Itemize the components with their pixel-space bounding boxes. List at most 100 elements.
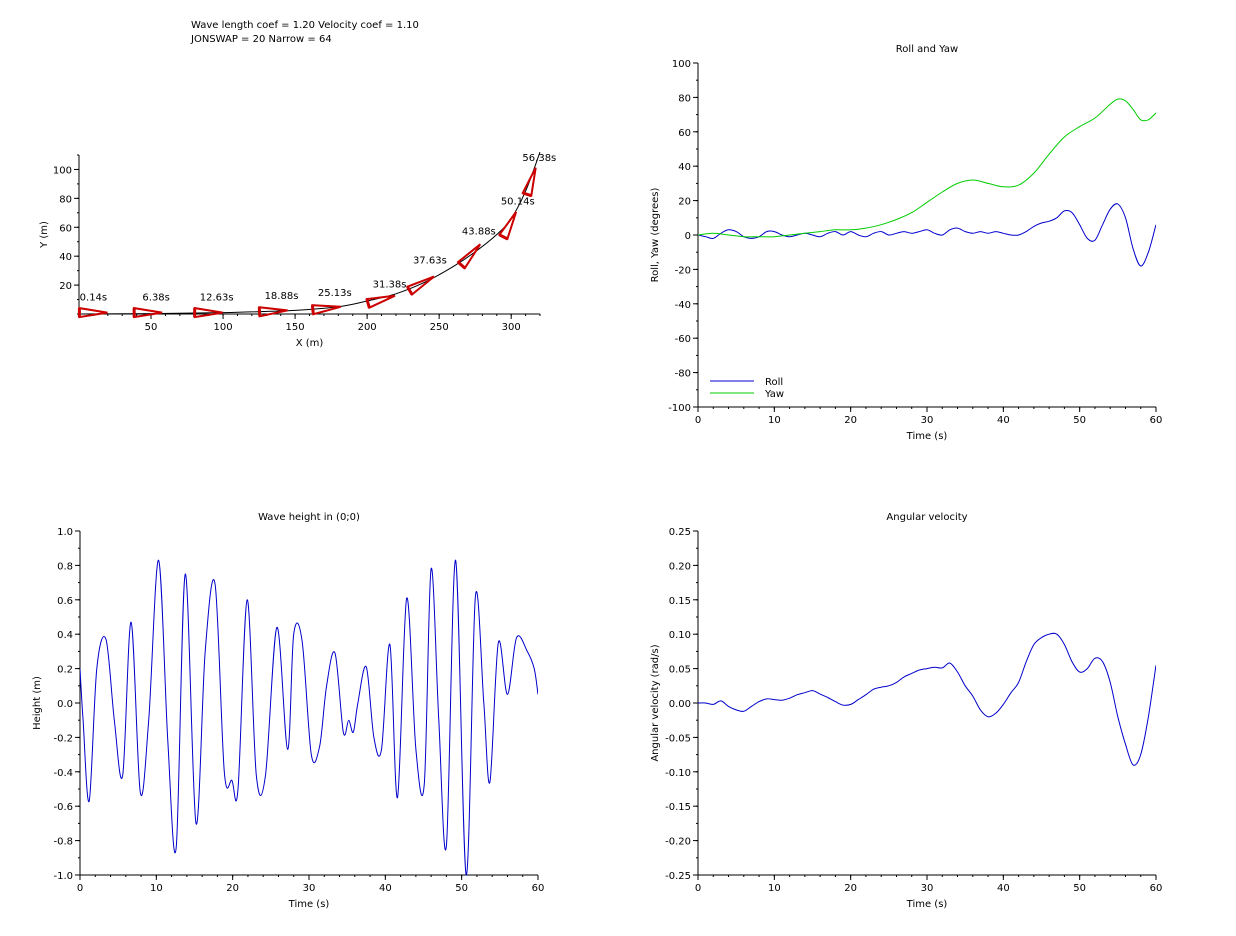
wave-height-y-tick-label: -0.8 <box>53 837 73 848</box>
figure-subtitle-line2: JONSWAP = 20 Narrow = 64 <box>191 34 332 45</box>
angular-velocity-title: Angular velocity <box>886 512 967 523</box>
wave-height-y-tick-label: 1.0 <box>57 527 73 538</box>
trajectory-x-tick-label: 200 <box>358 322 377 333</box>
angular-velocity-y-tick-label: 0.15 <box>669 596 691 607</box>
boat-stern <box>457 261 466 270</box>
roll-yaw-y-tick-label: -100 <box>668 403 691 414</box>
roll-yaw-y-tick-label: -80 <box>675 369 691 380</box>
wave-height-title: Wave height in (0;0) <box>258 512 360 523</box>
wave-height-series-line-line <box>80 559 538 876</box>
boat-marker <box>133 306 163 319</box>
boat-marker <box>521 167 537 198</box>
trajectory-y-tick-label: 20 <box>59 281 72 292</box>
angular-velocity-y-tick-label: 0.05 <box>669 665 691 676</box>
boat-time-label: 50.14s <box>501 196 535 207</box>
trajectory-x-tick-label: 250 <box>430 322 449 333</box>
boat-marker <box>365 294 396 310</box>
roll-yaw-y-tick-label: -40 <box>675 300 691 311</box>
wave-height-x-tick-label: 30 <box>303 883 316 894</box>
roll-yaw-series-yaw-line <box>698 98 1156 238</box>
wave-height-x-tick-label: 20 <box>226 883 239 894</box>
wave-height-y-tick-label: 0.4 <box>57 630 73 641</box>
roll-yaw-x-tick-label: 20 <box>844 415 857 426</box>
angular-velocity-y-tick-label: -0.15 <box>665 802 691 813</box>
angular-velocity-x-tick-label: 30 <box>921 883 934 894</box>
roll-yaw-y-tick-label: 100 <box>672 59 691 70</box>
wave-height-x-tick-label: 10 <box>150 883 163 894</box>
trajectory-x-tick-label: 150 <box>286 322 305 333</box>
roll-yaw-x-tick-label: 30 <box>921 415 934 426</box>
angular-velocity-y-tick-label: 0.00 <box>669 699 691 710</box>
boat-time-label: 6.38s <box>142 293 169 304</box>
wave-height-y-label: Height (m) <box>32 676 43 730</box>
angular-velocity-x-tick-label: 60 <box>1150 883 1163 894</box>
angular-velocity-x-tick-label: 10 <box>768 883 781 894</box>
roll-yaw-x-tick-label: 50 <box>1073 415 1086 426</box>
figure-subtitle-line1: Wave length coef = 1.20 Velocity coef = … <box>191 20 419 31</box>
trajectory-y-tick-label: 40 <box>59 252 72 263</box>
angular-velocity-y-tick-label: -0.20 <box>665 837 691 848</box>
boat-stern <box>310 305 315 315</box>
boat-stern <box>365 298 371 309</box>
boat-time-label: 0.14s <box>80 293 107 304</box>
wave-height-y-tick-label: 0.8 <box>57 561 73 572</box>
angular-velocity-series-line-line <box>698 632 1156 766</box>
wave-height-x-tick-label: 60 <box>532 883 545 894</box>
roll-yaw-y-tick-label: 80 <box>678 93 691 104</box>
boat-time-label: 25.13s <box>318 288 352 299</box>
trajectory-y-tick-label: 80 <box>59 194 72 205</box>
roll-yaw-y-tick-label: 40 <box>678 162 691 173</box>
angular-velocity-y-tick-label: -0.05 <box>665 733 691 744</box>
wave-height-y-tick-label: 0.0 <box>57 699 73 710</box>
angular-velocity-y-label: Angular velocity (rad/s) <box>650 644 661 761</box>
angular-velocity-y-tick-label: 0.10 <box>669 630 691 641</box>
boat-time-label: 43.88s <box>462 227 496 238</box>
roll-yaw-legend-label: Yaw <box>764 389 784 400</box>
wave-height-y-tick-label: -0.4 <box>53 768 73 779</box>
angular-velocity-y-tick-label: 0.20 <box>669 561 691 572</box>
wave-height-x-label: Time (s) <box>288 899 330 910</box>
angular-velocity-x-tick-label: 0 <box>695 883 701 894</box>
trajectory-x-tick-label: 50 <box>145 322 158 333</box>
angular-velocity-y-tick-label: -0.10 <box>665 768 691 779</box>
wave-height-x-tick-label: 40 <box>379 883 392 894</box>
roll-yaw-series-roll-line <box>698 203 1156 267</box>
trajectory-y-tick-label: 100 <box>53 165 72 176</box>
boat-time-label: 18.88s <box>265 291 299 302</box>
roll-yaw-y-tick-label: -20 <box>675 265 691 276</box>
trajectory-x-tick-label: 300 <box>502 322 521 333</box>
boat-time-label: 37.63s <box>413 256 447 267</box>
roll-yaw-y-label: Roll, Yaw (degrees) <box>650 188 661 283</box>
boat-stern <box>498 233 509 241</box>
wave-height-y-tick-label: -0.6 <box>53 802 73 813</box>
angular-velocity-x-tick-label: 20 <box>844 883 857 894</box>
boat-stern <box>406 285 414 296</box>
trajectory-y-tick-label: 60 <box>59 223 72 234</box>
wave-height-y-tick-label: 0.6 <box>57 596 73 607</box>
trajectory-y-label: Y (m) <box>39 221 50 249</box>
trajectory-x-label: X (m) <box>296 338 324 349</box>
roll-yaw-x-tick-label: 10 <box>768 415 781 426</box>
roll-yaw-x-tick-label: 60 <box>1150 415 1163 426</box>
roll-yaw-y-tick-label: 60 <box>678 128 691 139</box>
wave-height-y-tick-label: -1.0 <box>53 871 73 882</box>
roll-yaw-y-tick-label: -60 <box>675 334 691 345</box>
wave-height-y-tick-label: 0.2 <box>57 665 73 676</box>
roll-yaw-y-tick-label: 0 <box>685 231 691 242</box>
boat-time-label: 31.38s <box>373 280 407 291</box>
wave-height-x-tick-label: 50 <box>455 883 468 894</box>
trajectory-x-tick-label: 100 <box>214 322 233 333</box>
roll-yaw-x-tick-label: 0 <box>695 415 701 426</box>
boat-time-label: 56.38s <box>522 153 556 164</box>
roll-yaw-x-label: Time (s) <box>906 431 948 442</box>
angular-velocity-x-tick-label: 40 <box>997 883 1010 894</box>
boat-marker <box>311 304 341 316</box>
roll-yaw-title: Roll and Yaw <box>896 44 958 55</box>
angular-velocity-y-tick-label: 0.25 <box>669 527 691 538</box>
boat-marker <box>78 306 108 319</box>
boat-time-label: 12.63s <box>200 293 234 304</box>
angular-velocity-x-tick-label: 50 <box>1073 883 1086 894</box>
wave-height-x-tick-label: 0 <box>77 883 83 894</box>
angular-velocity-y-tick-label: -0.25 <box>665 871 691 882</box>
